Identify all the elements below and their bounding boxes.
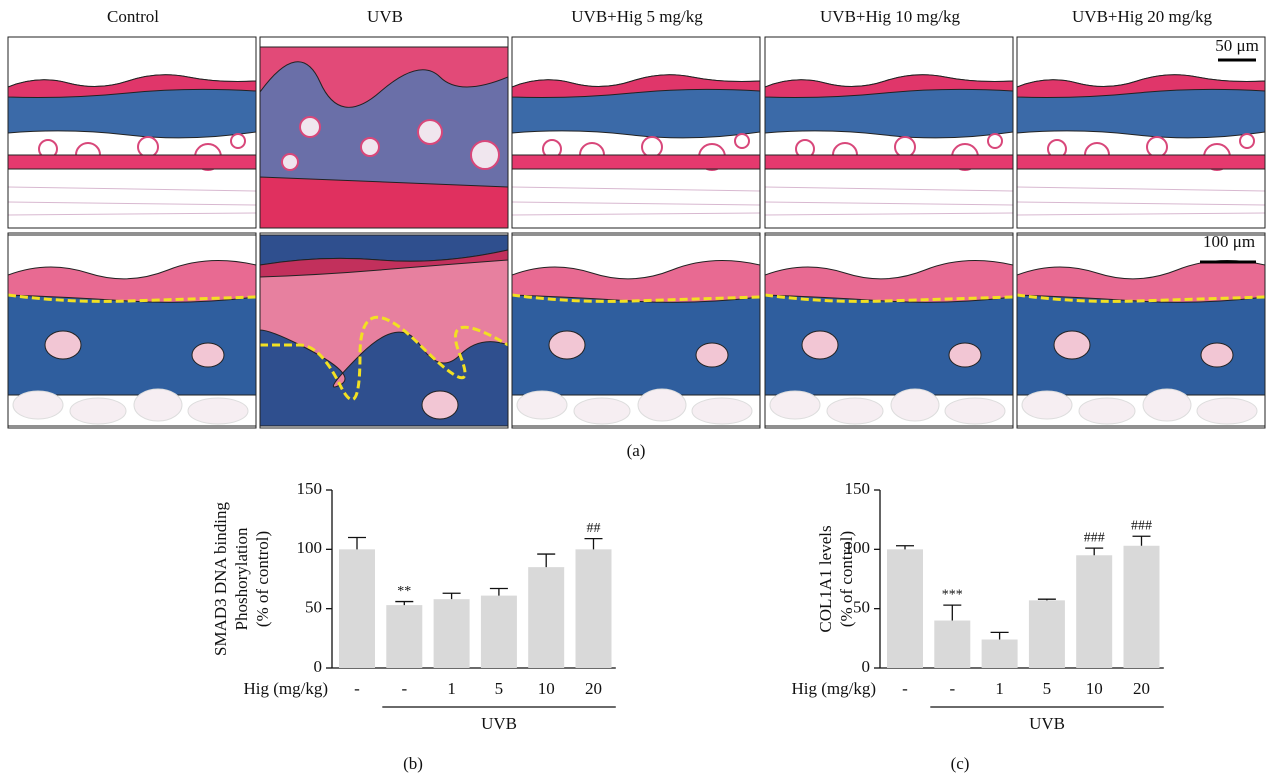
error-bar	[442, 592, 461, 600]
x-tick-label: 5	[1043, 679, 1052, 698]
y-tick-label: 0	[314, 657, 323, 676]
error-bar	[1132, 535, 1151, 546]
micrograph	[512, 233, 760, 428]
micrograph	[1017, 37, 1265, 228]
x-row-label: Hig (mg/kg)	[791, 679, 876, 698]
micrograph	[8, 37, 256, 228]
bar	[480, 595, 517, 668]
y-axis-label: Phoshorylation	[232, 527, 251, 630]
bar	[386, 605, 423, 668]
x-tick-label: 1	[995, 679, 1004, 698]
bar	[934, 620, 971, 668]
scale-bar-label: 100 μm	[1203, 232, 1255, 251]
y-axis-label: (% of control)	[253, 531, 272, 627]
x-tick-label: -	[949, 679, 955, 698]
x-tick-label: -	[902, 679, 908, 698]
error-bar	[990, 631, 1009, 640]
error-bar	[1085, 547, 1104, 556]
y-tick-label: 150	[845, 479, 871, 498]
column-label: UVB+Hig 5 mg/kg	[571, 7, 703, 26]
bar	[528, 567, 565, 668]
panel-caption: (b)	[403, 754, 423, 773]
bar	[981, 639, 1018, 668]
micrograph	[1017, 233, 1265, 428]
column-label: UVB	[367, 7, 403, 26]
error-bar	[896, 545, 914, 550]
micrographs	[7, 36, 1266, 429]
scale-bg	[1198, 236, 1262, 250]
panel-caption: (c)	[951, 754, 970, 773]
error-bar	[584, 538, 603, 550]
x-tick-label: 20	[585, 679, 602, 698]
bar	[887, 549, 923, 668]
x-tick-label: 20	[1133, 679, 1150, 698]
scale-bg	[1212, 40, 1262, 54]
y-tick-label: 100	[297, 538, 323, 557]
panel-caption: (a)	[627, 441, 646, 460]
y-tick-label: 50	[853, 598, 870, 617]
column-label: UVB+Hig 20 mg/kg	[1072, 7, 1212, 26]
y-tick-label: 150	[297, 479, 323, 498]
bar	[339, 549, 375, 668]
x-tick-label: -	[354, 679, 360, 698]
x-tick-label: 10	[1086, 679, 1103, 698]
error-bar	[943, 604, 962, 621]
y-axis-label: COL1A1 levels	[816, 525, 835, 632]
micrograph	[260, 37, 508, 228]
y-tick-label: 100	[845, 538, 871, 557]
significance: ***	[942, 587, 963, 602]
micrograph	[260, 233, 508, 428]
y-tick-label: 0	[862, 657, 871, 676]
x-row-label: Hig (mg/kg)	[243, 679, 328, 698]
group-label: UVB	[481, 714, 517, 733]
y-axis-label: (% of control)	[837, 531, 856, 627]
x-tick-label: -	[401, 679, 407, 698]
scale-bar-label: 50 μm	[1215, 36, 1259, 55]
group-label: UVB	[1029, 714, 1065, 733]
error-bar	[348, 536, 366, 550]
bar	[1028, 600, 1065, 668]
error-bar	[1037, 598, 1056, 601]
y-tick-label: 50	[305, 598, 322, 617]
micrograph	[512, 37, 760, 228]
bar	[1076, 555, 1113, 668]
error-bar	[395, 600, 414, 606]
column-label: UVB+Hig 10 mg/kg	[820, 7, 960, 26]
x-tick-label: 1	[447, 679, 456, 698]
bar	[1123, 545, 1160, 668]
error-bar	[489, 587, 508, 596]
y-axis-label: SMAD3 DNA binding	[211, 502, 230, 656]
bar	[433, 599, 470, 668]
significance: ###	[1131, 518, 1152, 533]
micrograph	[765, 233, 1013, 428]
x-tick-label: 10	[538, 679, 555, 698]
bar	[575, 549, 612, 668]
column-label: Control	[107, 7, 159, 26]
micrograph	[765, 37, 1013, 228]
error-bar	[537, 553, 556, 568]
significance: **	[397, 584, 411, 599]
significance: ###	[1084, 530, 1105, 545]
micrograph	[8, 233, 256, 428]
x-tick-label: 5	[495, 679, 504, 698]
significance: ##	[587, 521, 601, 536]
